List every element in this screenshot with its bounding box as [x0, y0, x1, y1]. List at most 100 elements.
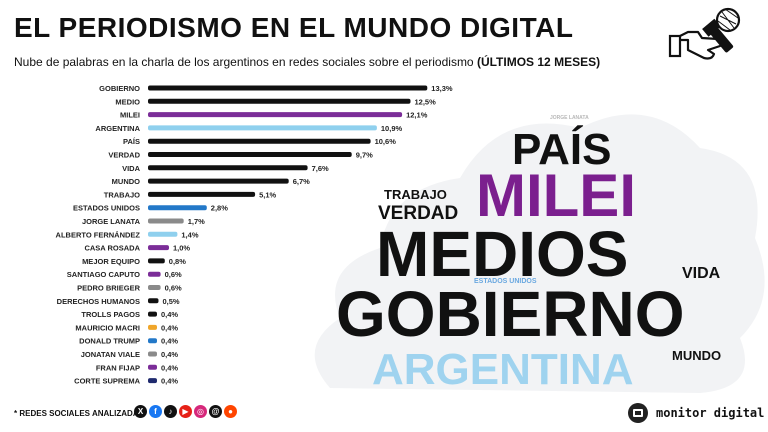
cloud-word-estados-unidos: ESTADOS UNIDOS [474, 278, 537, 285]
bar-argentina [148, 125, 377, 131]
brand-name: monitor digital [656, 406, 765, 420]
value-label-mejor-equipo: 0,8% [169, 257, 186, 266]
value-label-jonatan-viale: 0,4% [161, 350, 178, 359]
monitor-logo-icon [628, 403, 648, 423]
value-label-estados-unidos: 2,8% [211, 204, 228, 213]
bar-casa-rosada [148, 245, 169, 251]
value-label-argentina: 10,9% [381, 124, 403, 133]
bar-verdad [148, 152, 352, 157]
word-cloud: PAÍS MILEI TRABAJO VERDAD MEDIOS VIDA ES… [300, 98, 768, 398]
value-label-santiago-caputo: 0,6% [165, 270, 182, 279]
bar-fran-fijap [148, 364, 157, 370]
value-label-casa-rosada: 1,0% [173, 244, 190, 253]
value-label-pedro-brieger: 0,6% [165, 284, 182, 293]
bar-vida [148, 165, 308, 171]
cloud-word-medios: MEDIOS [376, 218, 629, 290]
category-label-vida: VIDA [122, 164, 141, 173]
tiktok-icon: ♪ [164, 405, 177, 418]
bar-donald-trump [148, 338, 157, 344]
category-label-mejor-equipo: MEJOR EQUIPO [82, 257, 140, 266]
bar-santiago-caputo [148, 271, 161, 277]
bar-mejor-equipo [148, 258, 165, 264]
cloud-word-vida: VIDA [682, 265, 721, 282]
value-label-jorge-lanata: 1,7% [188, 217, 205, 226]
bar-corte-suprema [148, 378, 157, 384]
value-label-pais: 10,6% [375, 137, 397, 146]
bar-derechos-humanos [148, 298, 159, 304]
category-label-milei: MILEI [120, 111, 140, 120]
bar-jonatan-viale [148, 351, 157, 357]
bar-trolls-pagos [148, 311, 157, 317]
threads-icon: @ [209, 405, 222, 418]
instagram-icon: ◎ [194, 405, 207, 418]
category-label-pais: PAÍS [123, 137, 140, 146]
subtitle-period: (ÚLTIMOS 12 MESES) [476, 55, 601, 69]
bar-mauricio-macri [148, 324, 157, 330]
bar-jorge-lanata [148, 218, 184, 224]
category-label-santiago-caputo: SANTIAGO CAPUTO [67, 270, 140, 279]
value-label-medio: 12,5% [415, 97, 437, 106]
value-label-derechos-humanos: 0,5% [163, 297, 180, 306]
value-label-corte-suprema: 0,4% [161, 377, 178, 386]
cloud-word-gobierno: GOBIERNO [336, 278, 685, 350]
category-label-estados-unidos: ESTADOS UNIDOS [73, 204, 140, 213]
category-label-alberto-fernandez: ALBERTO FERNÁNDEZ [56, 230, 141, 239]
social-networks-note: * REDES SOCIALES ANALIZADAS [14, 409, 144, 418]
value-label-mundo: 6,7% [293, 177, 310, 186]
category-label-mundo: MUNDO [112, 177, 140, 186]
category-label-derechos-humanos: DERECHOS HUMANOS [57, 297, 140, 306]
microphone-hand-icon [668, 7, 741, 60]
value-label-mauricio-macri: 0,4% [161, 323, 178, 332]
category-label-trabajo: TRABAJO [104, 190, 140, 199]
bar-estados-unidos [148, 205, 207, 211]
bar-chart: GOBIERNO 13,3% MEDIO 12,5% MILEI 12,1% ARGENTI… [56, 84, 453, 386]
cloud-word-trabajo: TRABAJO [384, 187, 447, 202]
value-label-verdad: 9,7% [356, 151, 373, 160]
x-icon: X [134, 405, 147, 418]
subtitle-text: Nube de palabras en la charla de los arg… [14, 55, 474, 69]
facebook-icon: f [149, 405, 162, 418]
bar-pais [148, 138, 371, 144]
category-label-corte-suprema: CORTE SUPREMA [74, 377, 140, 386]
bar-trabajo [148, 191, 256, 197]
category-label-donald-trump: DONALD TRUMP [79, 337, 140, 346]
value-label-fran-fijap: 0,4% [161, 363, 178, 372]
value-label-milei: 12,1% [406, 111, 428, 120]
category-label-casa-rosada: CASA ROSADA [84, 244, 140, 253]
youtube-icon: ▶ [179, 405, 192, 418]
bar-medio [148, 98, 411, 104]
cloud-word-verdad: VERDAD [378, 203, 459, 224]
cloud-word-milei: MILEI [476, 162, 636, 229]
value-label-vida: 7,6% [312, 164, 329, 173]
value-label-gobierno: 13,3% [431, 84, 453, 93]
category-label-argentina: ARGENTINA [95, 124, 140, 133]
bar-alberto-fernandez [148, 231, 178, 237]
value-label-trolls-pagos: 0,4% [161, 310, 178, 319]
category-label-fran-fijap: FRAN FIJAP [96, 363, 140, 372]
bar-pedro-brieger [148, 285, 161, 290]
reddit-icon: ● [224, 405, 237, 418]
bar-gobierno [148, 85, 428, 91]
category-label-medio: MEDIO [115, 97, 140, 106]
category-label-gobierno: GOBIERNO [99, 84, 140, 93]
category-label-verdad: VERDAD [108, 151, 140, 160]
cloud-word-argentina: ARGENTINA [372, 345, 634, 394]
brand: monitor digital [628, 403, 764, 423]
category-label-jorge-lanata: JORGE LANATA [82, 217, 141, 226]
page-subtitle: Nube de palabras en la charla de los arg… [14, 55, 600, 69]
cloud-backdrop [314, 114, 765, 393]
category-label-pedro-brieger: PEDRO BRIEGER [77, 284, 141, 293]
category-label-trolls-pagos: TROLLS PAGOS [81, 310, 140, 319]
value-label-donald-trump: 0,4% [161, 337, 178, 346]
bar-mundo [148, 178, 289, 184]
cloud-word-pais: PAÍS [512, 125, 612, 174]
category-label-jonatan-viale: JONATAN VIALE [81, 350, 140, 359]
page-title: EL PERIODISMO EN EL MUNDO DIGITAL [14, 12, 574, 43]
value-label-trabajo: 5,1% [259, 190, 276, 199]
value-label-alberto-fernandez: 1,4% [181, 230, 198, 239]
category-label-mauricio-macri: MAURICIO MACRI [75, 323, 140, 332]
bar-milei [148, 112, 403, 118]
cloud-word-jorge-lanata: JORGE LANATA [550, 115, 589, 121]
cloud-word-mundo: MUNDO [672, 348, 722, 363]
